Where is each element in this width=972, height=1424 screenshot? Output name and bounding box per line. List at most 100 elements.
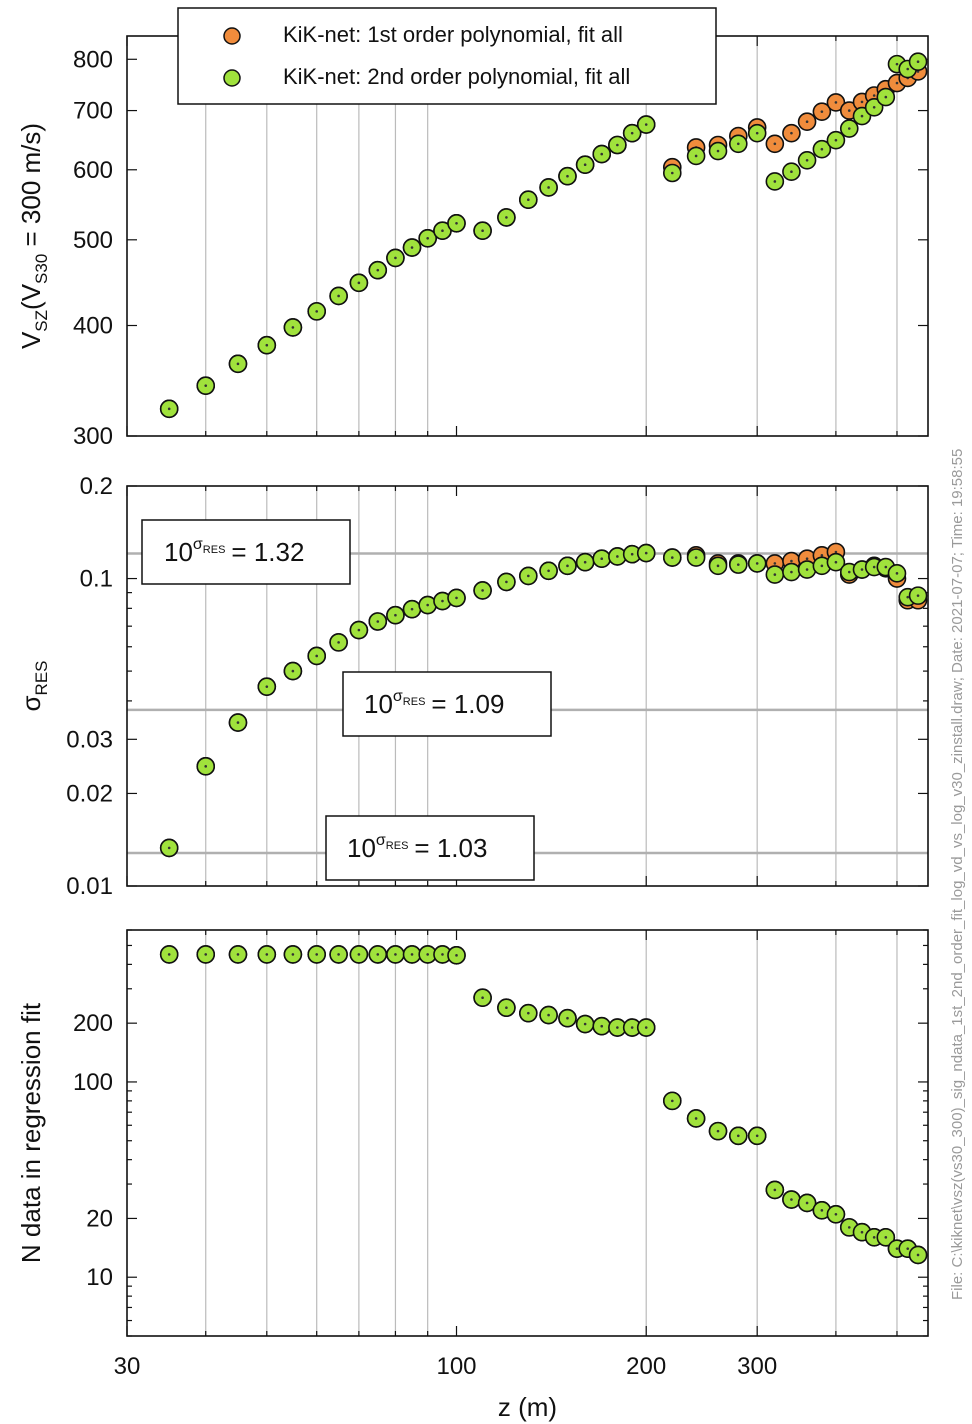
data-point-center <box>860 114 864 118</box>
data-point-center <box>291 669 295 673</box>
plot-frame <box>126 929 929 1337</box>
data-point-center <box>265 953 269 956</box>
data-point-center <box>315 654 319 658</box>
data-point-center <box>441 953 444 956</box>
data-point-center <box>736 1134 740 1138</box>
data-point-center <box>441 229 444 232</box>
annotation-3: 10σRES = 1.03 <box>325 815 535 881</box>
data-point-center <box>820 564 824 568</box>
data-point-center <box>755 1134 759 1138</box>
data-point-center <box>916 594 920 597</box>
annotation-text-2: 10σRES = 1.09 <box>364 688 504 719</box>
data-point-center <box>834 138 838 142</box>
series-first-order <box>159 945 928 1265</box>
data-point-center <box>895 62 899 66</box>
panel-3: 10 20 100 200 30 100 200 300 N data in regressio… <box>16 929 929 1422</box>
data-point-center <box>773 573 777 576</box>
y-tick-label: 20 <box>86 1205 113 1232</box>
annotation-exp-3: σ <box>376 832 386 849</box>
annotation-base-3: 10 <box>347 833 376 863</box>
annotation-expsub-3: RES <box>386 840 409 852</box>
y-tick-label: 200 <box>73 1010 113 1037</box>
data-point-center <box>694 556 698 559</box>
data-point-center <box>376 953 380 956</box>
data-point-center <box>884 95 888 99</box>
data-point-center <box>790 570 793 574</box>
data-point-center <box>755 131 759 135</box>
data-point-center <box>204 765 208 768</box>
data-point-center <box>736 142 740 146</box>
data-point-center <box>755 562 759 565</box>
data-point-center <box>394 613 397 617</box>
data-point-center <box>547 569 550 573</box>
plot-frame <box>126 485 929 887</box>
data-point-center <box>834 550 838 554</box>
data-point-center <box>860 1230 864 1234</box>
y-tick-label: 0.1 <box>80 566 113 593</box>
data-point-center <box>860 568 864 571</box>
series-first-order <box>159 62 928 419</box>
legend-marker-2 <box>223 69 241 87</box>
y-tick-label: 700 <box>73 98 113 125</box>
x-tick-label: 100 <box>436 1353 476 1380</box>
data-point-center <box>736 563 740 566</box>
data-point-center <box>630 552 634 556</box>
y-axis-label: VSZ(VS30 = 300 m/s) <box>16 123 51 349</box>
side-note: File: C:\kiknet\vsz(vs30_300)_sig_ndata_… <box>949 449 966 1300</box>
data-point-center <box>505 580 508 584</box>
y-tick-label: 0.01 <box>66 873 113 900</box>
data-point-center <box>820 147 824 151</box>
data-point-center <box>884 565 888 569</box>
annotation-1: 10σRES = 1.32 <box>141 519 351 585</box>
annotation-box-1 <box>141 519 351 585</box>
data-point-center <box>773 562 777 565</box>
annotation-text-3: 10σRES = 1.03 <box>347 832 487 863</box>
data-point-center <box>834 1212 838 1216</box>
annotation-base-2: 10 <box>364 689 393 719</box>
data-point-center <box>790 170 793 174</box>
annotation-exp-2: σ <box>393 688 403 705</box>
data-point-center <box>670 171 674 175</box>
data-point-center <box>236 362 240 366</box>
data-point-center <box>805 1201 809 1205</box>
data-point-center <box>265 343 269 347</box>
data-point-center <box>805 158 809 162</box>
data-point-center <box>630 1026 634 1029</box>
y-tick-label: 100 <box>73 1069 113 1096</box>
data-point-center <box>790 559 793 563</box>
data-point-center <box>441 599 444 603</box>
data-point-center <box>630 131 634 135</box>
data-point-center <box>616 1026 619 1029</box>
data-point-center <box>906 595 910 599</box>
data-point-center <box>847 1226 851 1229</box>
data-point-center <box>716 564 720 568</box>
y-tick-label: 0.2 <box>80 473 113 500</box>
data-point-center <box>834 101 838 104</box>
annotation-text-1: 10σRES = 1.32 <box>164 536 304 567</box>
series-second-order <box>159 543 928 858</box>
data-point-center <box>455 221 458 225</box>
data-point-center <box>547 1013 550 1017</box>
x-axis-label: z (m) <box>498 1392 557 1422</box>
data-point-center <box>616 555 619 558</box>
data-point-center <box>895 572 899 575</box>
data-point-center <box>410 246 414 249</box>
series-second-order <box>159 945 928 1265</box>
annotation-expsub-1: RES <box>203 544 226 556</box>
data-point-center <box>805 557 809 561</box>
y-label-sub1: SZ <box>32 310 51 332</box>
legend: KiK-net: 1st order polynomial, fit all K… <box>177 7 717 105</box>
data-point-center <box>860 100 864 104</box>
data-point-center <box>916 60 920 63</box>
data-point-center <box>895 1247 899 1250</box>
data-point-center <box>583 163 587 166</box>
data-point-center <box>527 198 530 202</box>
data-point-center <box>426 603 429 607</box>
data-point-center <box>600 152 604 156</box>
data-point-center <box>644 1026 648 1029</box>
y-label-main: V <box>16 331 46 349</box>
data-point-center <box>805 568 809 571</box>
data-point-center <box>884 1236 888 1239</box>
y-tick-label: 500 <box>73 227 113 254</box>
data-point-center <box>204 953 208 956</box>
